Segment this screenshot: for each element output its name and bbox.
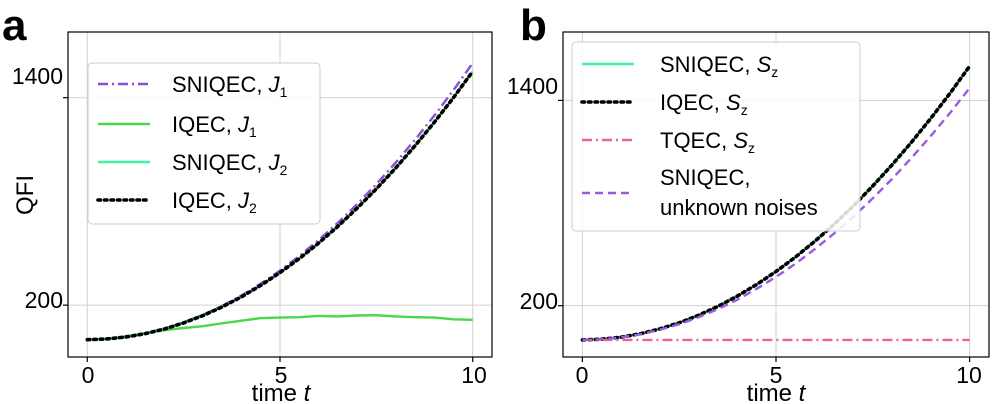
legend-a-item-3: IQEC, J2 — [96, 188, 257, 216]
panel-a-series-3 — [85, 69, 475, 342]
panel-a-ylabel: QFI — [12, 175, 39, 215]
legend-b-label-1: IQEC, Sz — [660, 90, 748, 118]
legend-b-label-3: SNIQEC, — [660, 165, 750, 190]
panel-b: b 0 5 10 200 1400 time t SNIQEC, Sz IQEC… — [507, 1, 990, 404]
panel-b-ytick-200: 200 — [520, 288, 558, 314]
panel-b-frame — [562, 31, 990, 358]
panel-b-legend-box — [571, 41, 861, 232]
legend-a-label-1: IQEC, J1 — [172, 112, 257, 140]
panel-a-frame — [67, 31, 493, 358]
panel-a-lines — [85, 62, 475, 342]
legend-b-item-0: SNIQEC, Sz — [582, 52, 778, 80]
panel-a-legend: SNIQEC, J1 IQEC, J1 SNIQEC, J2 IQEC, J2 — [87, 62, 321, 225]
panel-b-lines — [580, 64, 972, 342]
panel-a-ticks: 0 5 10 200 1400 — [12, 63, 487, 388]
legend-a-item-0: SNIQEC, J1 — [98, 72, 288, 100]
panel-a-ytick-200: 200 — [25, 287, 63, 313]
panel-a-xlabel: time t — [252, 380, 312, 404]
panel-a-xtick-10: 10 — [461, 362, 487, 388]
panel-a-letter: a — [2, 1, 27, 50]
panel-a-ytick-1400: 1400 — [12, 63, 63, 89]
panel-b-xtick-0: 0 — [576, 362, 589, 388]
panel-a-xtick-0: 0 — [82, 362, 95, 388]
legend-a-item-1: IQEC, J1 — [98, 112, 257, 140]
panel-b-series-3 — [582, 87, 971, 342]
panel-b-xlabel: time t — [747, 380, 807, 404]
legend-b-item-2: TQEC, Sz — [582, 128, 755, 156]
legend-a-label-3: IQEC, J2 — [172, 188, 257, 216]
legend-a-label-0: SNIQEC, J1 — [172, 72, 288, 100]
legend-b-label-2: TQEC, Sz — [660, 128, 755, 156]
panel-b-ytick-1400: 1400 — [507, 73, 558, 99]
panel-b-ticks: 0 5 10 200 1400 — [507, 73, 982, 388]
panel-b-letter: b — [520, 1, 547, 50]
panel-a-xtick-5: 5 — [275, 362, 288, 388]
legend-a-label-2: SNIQEC, J2 — [172, 150, 288, 178]
panel-b-legend: SNIQEC, Sz IQEC, Sz TQEC, Sz SNIQEC, unk… — [571, 41, 861, 232]
legend-b-item-3: SNIQEC, unknown noises — [582, 165, 818, 220]
panel-b-xtick-10: 10 — [956, 362, 982, 388]
legend-b-label-0: SNIQEC, Sz — [660, 52, 778, 80]
panel-a-legend-box — [87, 62, 321, 225]
legend-b-item-1: IQEC, Sz — [580, 90, 748, 118]
legend-b-label-3-line2: unknown noises — [660, 195, 818, 220]
legend-a-item-2: SNIQEC, J2 — [98, 150, 288, 178]
panel-a: a 0 5 10 200 1400 QFI time t SNIQEC, J1 … — [2, 1, 493, 404]
panel-b-xtick-5: 5 — [770, 362, 783, 388]
